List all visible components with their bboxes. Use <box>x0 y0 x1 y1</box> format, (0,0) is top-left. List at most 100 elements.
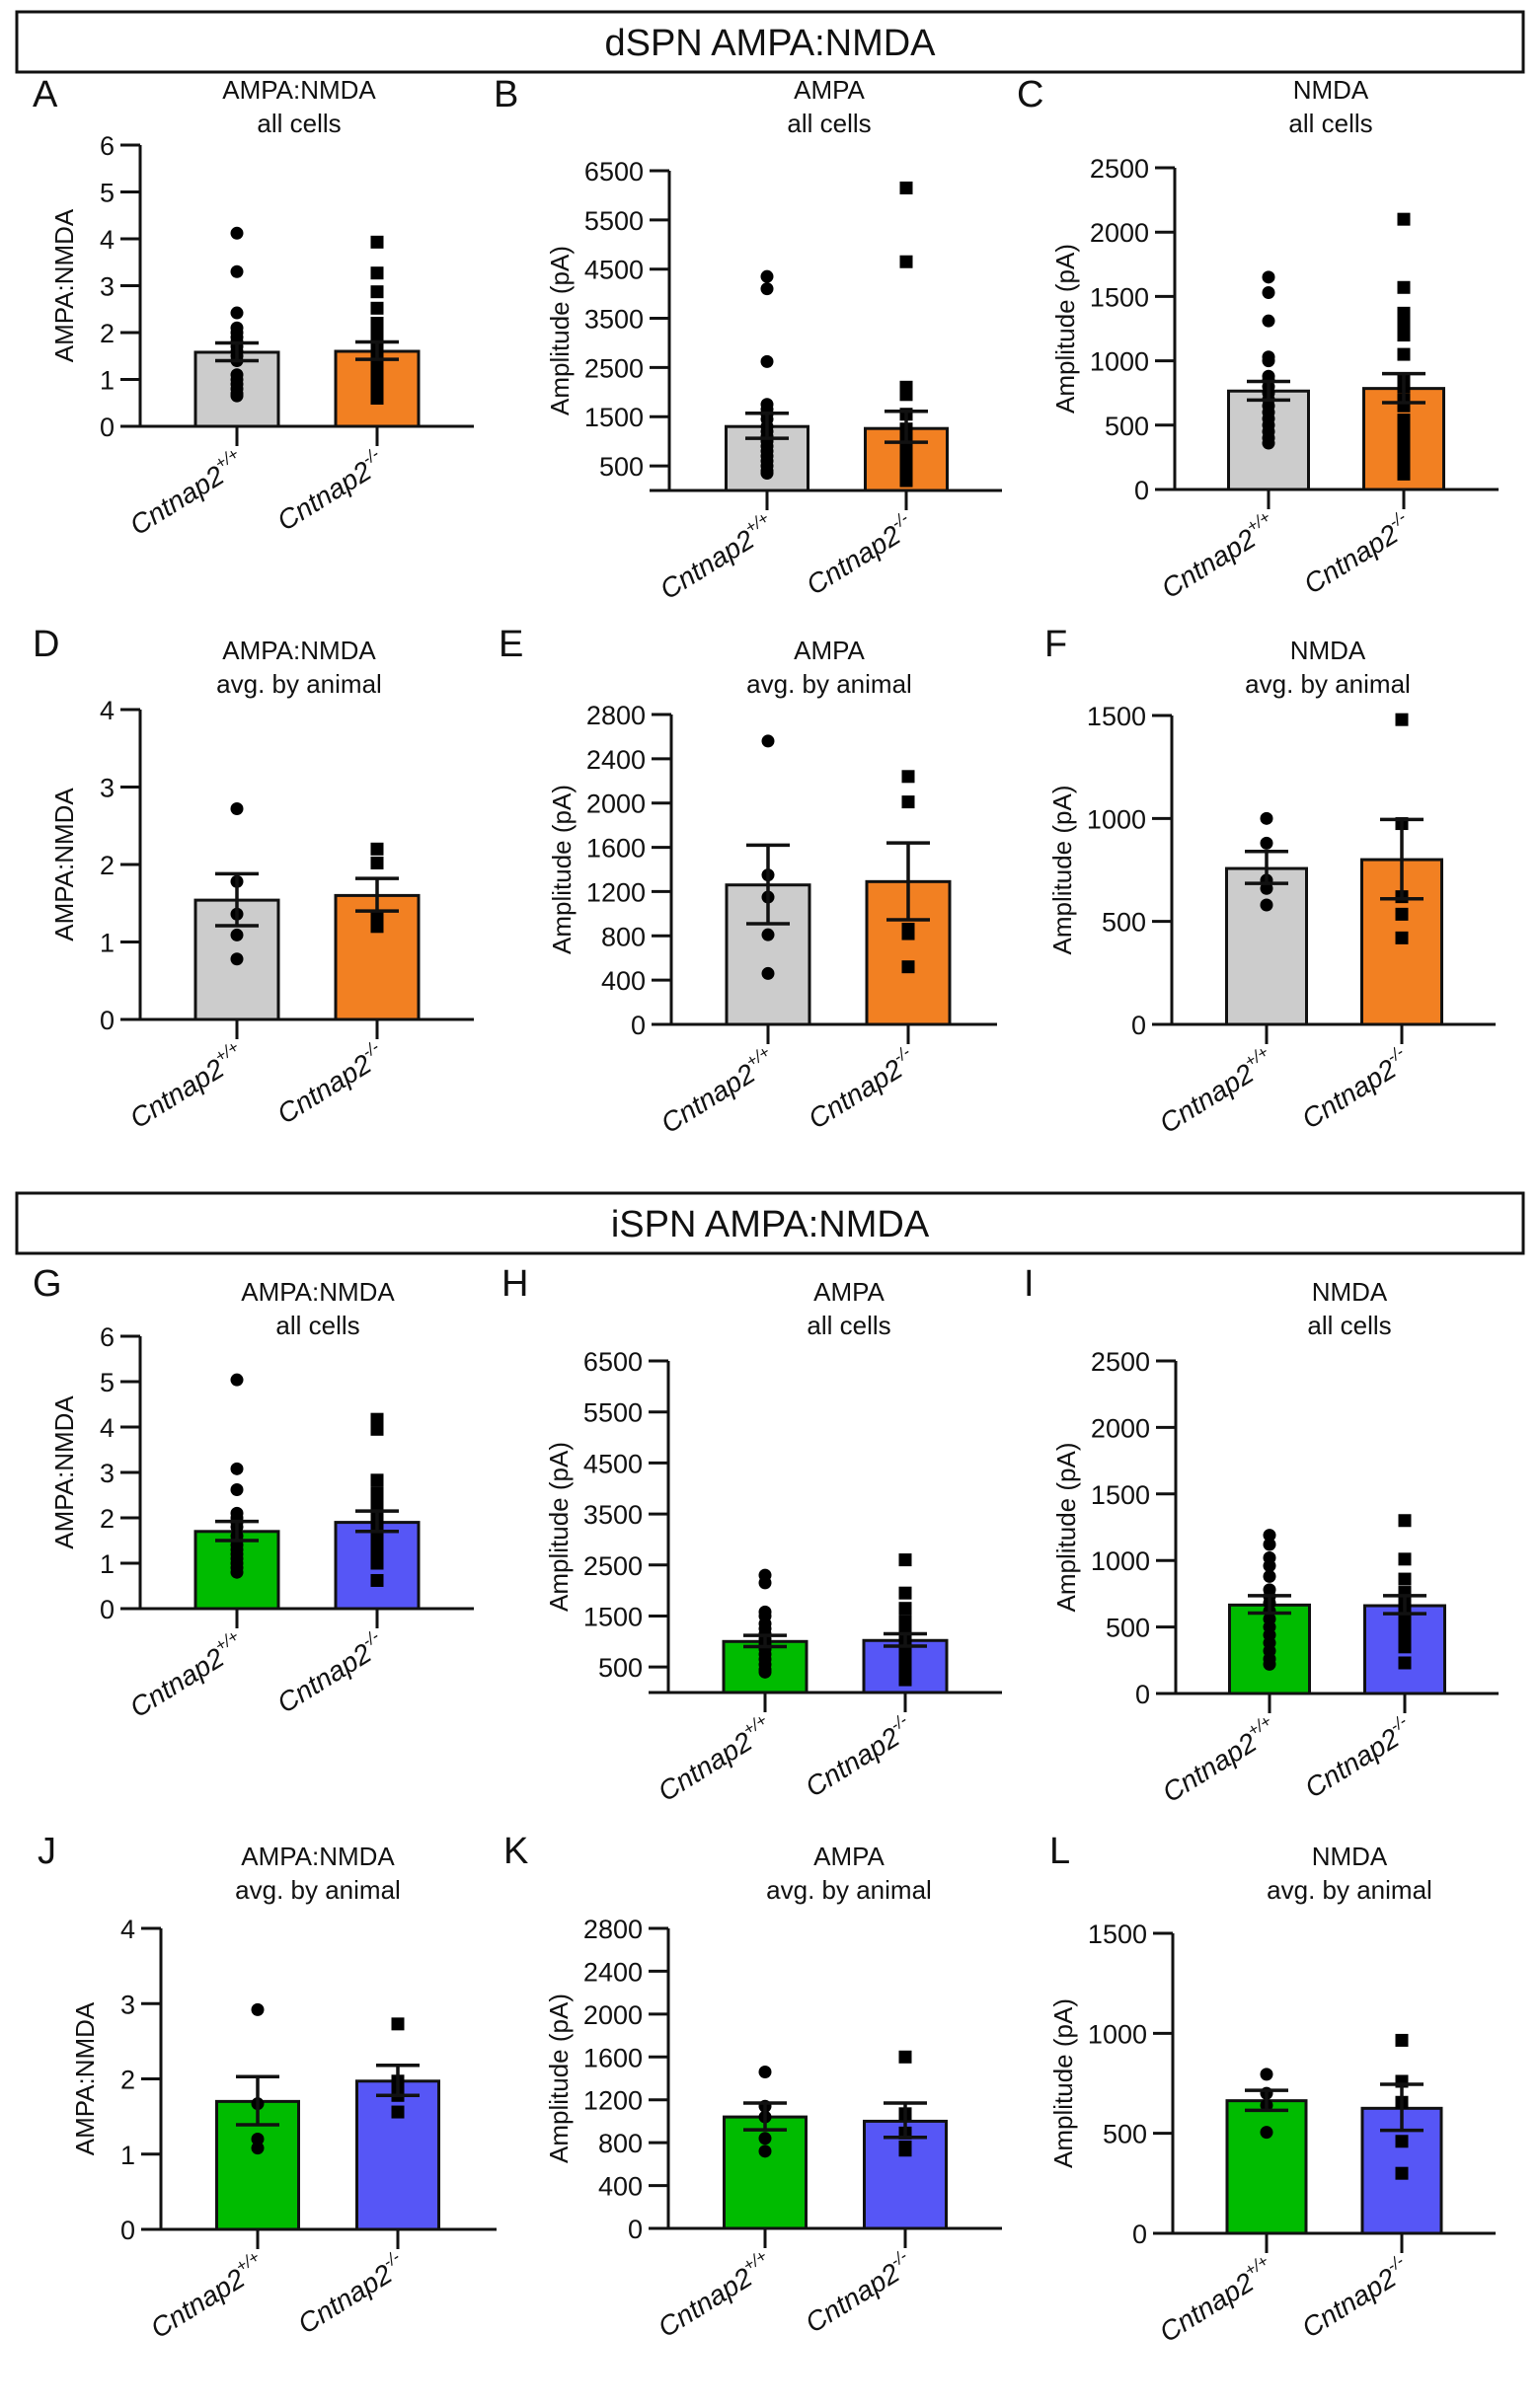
data-point <box>901 770 915 784</box>
panel-e: E AMPA avg. by animal 0 400 800 1200 1600 2000 24… <box>499 624 997 1139</box>
data-point <box>370 1412 384 1426</box>
y-tick-label: 5500 <box>584 206 644 236</box>
data-point <box>1395 931 1409 944</box>
y-tick-label: 500 <box>1102 908 1146 938</box>
data-point <box>760 467 774 481</box>
data-point <box>1395 2135 1409 2148</box>
data-point <box>901 795 915 809</box>
x-tick-label: Cntnap2-/- <box>1298 1711 1419 1804</box>
y-tick-label: 3 <box>100 272 115 302</box>
y-tick-label: 500 <box>1106 1614 1150 1643</box>
y-tick-label: 6 <box>100 131 115 161</box>
x-tick-label-base: Cntnap2 <box>801 519 906 601</box>
y-tick-label: 2000 <box>1090 218 1149 248</box>
data-point <box>370 920 384 934</box>
data-point <box>370 856 384 869</box>
panel-title-line: NMDA <box>1312 1842 1388 1871</box>
y-tick-label: 0 <box>1132 2220 1147 2249</box>
data-point <box>899 181 913 194</box>
y-tick-label: 5 <box>100 1368 115 1397</box>
data-point <box>370 301 384 315</box>
y-tick-label: 1000 <box>1088 2019 1147 2049</box>
y-tick-label: 2400 <box>586 745 646 775</box>
x-tick-label: Cntnap2+/+ <box>652 2246 779 2343</box>
data-point <box>898 2050 912 2064</box>
x-tick-label-base: Cntnap2 <box>271 1048 377 1130</box>
data-point <box>230 801 244 815</box>
y-axis-label: Amplitude (pA) <box>1047 786 1077 955</box>
x-tick-label: Cntnap2+/+ <box>1156 1711 1283 1808</box>
y-tick-label: 1000 <box>1087 804 1146 834</box>
data-point <box>899 474 913 488</box>
x-tick-label-base: Cntnap2 <box>654 524 760 606</box>
panel-f: F NMDA avg. by animal 0 500 1000 1500 Amplitude… <box>1044 624 1496 1139</box>
x-tick-label: Cntnap2+/+ <box>652 1710 779 1807</box>
y-tick-label: 500 <box>598 1653 643 1683</box>
y-tick-label: 0 <box>631 1011 646 1040</box>
y-tick-label: 3500 <box>583 1500 643 1530</box>
panel-title-line: all cells <box>787 109 871 138</box>
data-point <box>370 1422 384 1436</box>
data-point <box>1262 314 1275 328</box>
panel-g: G AMPA:NMDA all cells 0 1 2 3 4 5 6 AMPA:NMDA Cntna… <box>33 1263 474 1723</box>
y-axis-label: Amplitude (pA) <box>1048 1998 1078 2168</box>
y-tick-label: 0 <box>100 1595 115 1624</box>
y-tick-label: 0 <box>1135 1680 1150 1709</box>
section-title: dSPN AMPA:NMDA <box>604 23 936 64</box>
data-point <box>370 392 384 405</box>
x-tick-label: Cntnap2+/+ <box>654 1042 782 1139</box>
data-point <box>760 354 774 368</box>
data-point <box>898 1553 912 1567</box>
y-tick-label: 4500 <box>583 1449 643 1478</box>
x-tick-label-base: Cntnap2 <box>800 2257 905 2339</box>
data-point <box>758 1576 772 1590</box>
data-point <box>901 960 915 974</box>
data-point <box>251 2133 265 2145</box>
y-tick-label: 1000 <box>1090 347 1149 377</box>
y-tick-label: 1600 <box>586 834 646 864</box>
x-tick-label-base: Cntnap2 <box>271 1637 377 1719</box>
section-title: iSPN AMPA:NMDA <box>611 1204 930 1245</box>
x-tick-label: Cntnap2-/- <box>1297 507 1418 600</box>
x-tick-label: Cntnap2-/- <box>270 444 391 537</box>
y-tick-label: 2800 <box>586 701 646 730</box>
y-axis-label: Amplitude (pA) <box>544 1994 574 2163</box>
panel-title-line: AMPA:NMDA <box>222 75 376 105</box>
y-axis-label: Amplitude (pA) <box>1051 1443 1081 1613</box>
y-tick-label: 3 <box>100 774 115 803</box>
data-point <box>370 1486 384 1500</box>
x-tick-label-base: Cntnap2 <box>1296 1053 1402 1135</box>
data-point <box>370 1473 384 1487</box>
y-tick-label: 2 <box>100 319 115 348</box>
panel-b: B AMPA all cells 500 1500 2500 3500 4500 5500 650… <box>494 74 1002 605</box>
x-tick-label-base: Cntnap2 <box>653 1726 758 1808</box>
panel-a: A AMPA:NMDA all cells 0 1 2 3 4 5 6 AMPA:NMDA Cntna… <box>33 74 474 541</box>
x-tick-label: Cntnap2-/- <box>1295 2251 1416 2344</box>
data-point <box>230 226 244 240</box>
y-tick-label: 500 <box>1105 412 1149 441</box>
panel-title-line: NMDA <box>1290 636 1366 665</box>
y-tick-label: 2 <box>100 1504 115 1534</box>
data-point <box>1263 1559 1276 1573</box>
x-tick-label: Cntnap2+/+ <box>1155 507 1282 604</box>
data-point <box>230 1462 244 1475</box>
y-tick-label: 1 <box>100 929 115 958</box>
y-tick-label: 2500 <box>1091 1347 1150 1377</box>
y-tick-label: 6 <box>100 1322 115 1352</box>
data-point <box>1395 713 1409 726</box>
x-tick-label-base: Cntnap2 <box>1299 1722 1405 1804</box>
data-point <box>1398 1514 1412 1528</box>
data-point <box>898 1586 912 1600</box>
data-point <box>230 952 244 966</box>
data-point <box>370 235 384 249</box>
y-tick-label: 1500 <box>1087 702 1146 731</box>
panel-letter: E <box>499 624 523 665</box>
y-tick-label: 5500 <box>583 1398 643 1428</box>
data-point <box>1395 2166 1409 2180</box>
data-point <box>1398 1552 1412 1566</box>
data-point <box>370 1556 384 1570</box>
panel-letter: A <box>33 74 58 115</box>
x-tick-label-base: Cntnap2 <box>145 2263 251 2345</box>
y-tick-label: 0 <box>100 1006 115 1035</box>
